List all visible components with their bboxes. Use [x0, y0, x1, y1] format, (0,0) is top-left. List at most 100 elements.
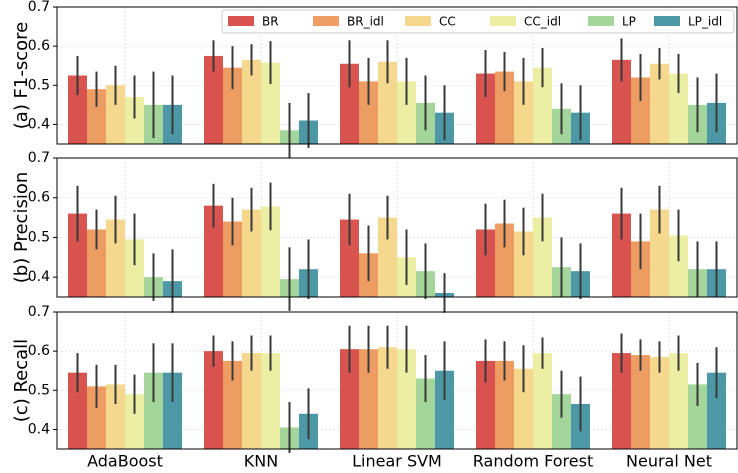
- x-tick-label: AdaBoost: [87, 452, 163, 471]
- bar: [223, 360, 242, 449]
- bar: [204, 55, 223, 144]
- bar: [476, 73, 495, 144]
- bar: [125, 394, 144, 449]
- bar: [87, 89, 106, 144]
- bar: [359, 81, 378, 144]
- bar: [87, 386, 106, 449]
- legend-label: BR_idl: [347, 15, 384, 29]
- y-tick-label: 0.4: [28, 269, 50, 285]
- panel: 0.4 0.5 0.6 0.7 (c) Recall AdaBoost KNN Linear …: [11, 304, 738, 471]
- y-tick-label: 0.4: [28, 421, 50, 437]
- bar: [340, 349, 359, 449]
- x-tick-label: Neural Net: [626, 452, 712, 471]
- legend-label: LP_idl: [688, 15, 722, 29]
- bar: [144, 372, 163, 449]
- y-tick-label: 0.7: [28, 304, 50, 320]
- y-tick-label: 0.6: [28, 190, 50, 206]
- bar: [261, 62, 280, 144]
- bar: [476, 229, 495, 297]
- bar: [476, 360, 495, 449]
- panel: 0.4 0.5 0.6 0.7 (b) Precision: [11, 150, 738, 313]
- bar: [533, 353, 552, 449]
- bar: [340, 219, 359, 297]
- bar: [359, 349, 378, 449]
- bar: [533, 217, 552, 297]
- y-tick-label: 0.4: [28, 116, 50, 132]
- axes-frame: [56, 6, 738, 145]
- bar: [631, 77, 650, 144]
- bar: [125, 97, 144, 144]
- legend-label: CC_idl: [524, 15, 561, 29]
- bar: [416, 378, 435, 449]
- legend-swatch: [313, 16, 339, 26]
- bar: [552, 394, 571, 449]
- bar: [125, 239, 144, 297]
- bar: [397, 349, 416, 449]
- y-tick-label: 0.6: [28, 38, 50, 54]
- legend-swatch: [588, 16, 614, 26]
- bar: [163, 372, 182, 449]
- y-tick-label: 0.7: [28, 0, 50, 15]
- bar: [68, 372, 87, 449]
- legend-swatch: [490, 16, 516, 26]
- bar: [650, 209, 669, 297]
- bar: [495, 360, 514, 449]
- bar: [612, 353, 631, 449]
- y-tick-label: 0.5: [28, 229, 50, 245]
- bar: [204, 351, 223, 449]
- legend-swatch: [654, 16, 680, 26]
- x-tick-label: Linear SVM: [352, 452, 442, 471]
- bar: [650, 63, 669, 144]
- y-tick-label: 0.5: [28, 382, 50, 398]
- legend: BR BR_idl CC CC_idl LP LP_idl: [221, 9, 735, 34]
- bar: [669, 235, 688, 297]
- bar: [223, 67, 242, 144]
- bar: [612, 59, 631, 144]
- legend-swatch: [228, 16, 254, 26]
- x-tick-label: Random Forest: [473, 452, 593, 471]
- axes-frame: [56, 157, 738, 298]
- bar: [87, 229, 106, 297]
- y-axis-label: (c) Recall: [11, 339, 32, 422]
- bar: [495, 71, 514, 144]
- bar: [514, 231, 533, 297]
- bar: [68, 213, 87, 297]
- legend-frame: [221, 9, 735, 34]
- legend-label: LP: [622, 15, 636, 29]
- bar: [378, 61, 397, 144]
- y-axis-label: (a) F1-score: [11, 22, 32, 129]
- axes-frame: [56, 311, 738, 450]
- bar: [68, 75, 87, 144]
- bar: [106, 219, 125, 297]
- bar: [650, 357, 669, 449]
- bar: [242, 209, 261, 297]
- y-tick-label: 0.7: [28, 150, 50, 166]
- bar: [533, 67, 552, 144]
- y-axis-label: (b) Precision: [11, 172, 32, 284]
- x-tick-label: KNN: [244, 452, 278, 471]
- bar: [514, 368, 533, 449]
- bar: [242, 59, 261, 144]
- bar: [669, 73, 688, 144]
- bar: [514, 81, 533, 144]
- bar: [340, 63, 359, 144]
- bar: [204, 205, 223, 297]
- bar: [397, 81, 416, 144]
- bar: [378, 217, 397, 297]
- bar: [378, 347, 397, 449]
- y-tick-label: 0.6: [28, 343, 50, 359]
- bar: [435, 370, 454, 449]
- y-tick-label: 0.5: [28, 77, 50, 93]
- bar: [495, 223, 514, 297]
- bar: [688, 384, 707, 449]
- bar: [669, 353, 688, 449]
- bar: [261, 353, 280, 449]
- bar: [223, 221, 242, 297]
- legend-label: CC: [439, 15, 456, 29]
- bar: [707, 372, 726, 449]
- bar: [631, 355, 650, 449]
- bar: [612, 213, 631, 297]
- bar: [242, 353, 261, 449]
- panel: 0.4 0.5 0.6 0.7 (a) F1-score BR BR_idl CC CC_idl…: [11, 0, 738, 158]
